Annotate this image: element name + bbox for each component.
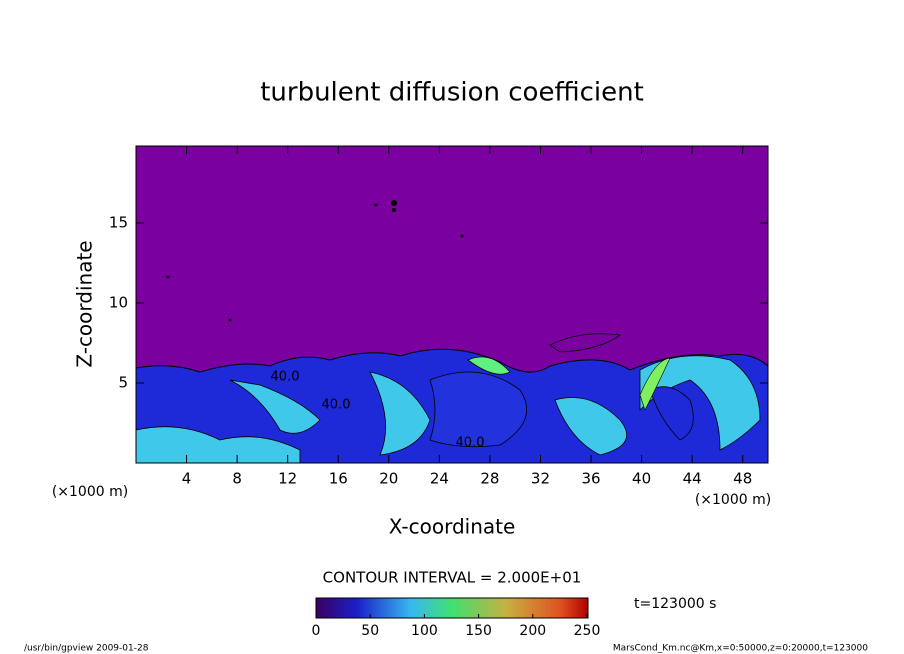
y-tick-label: 10: [109, 294, 128, 312]
x-tick-label: 32: [531, 470, 550, 488]
footer-right: MarsCond_Km.nc@Km,x=0:50000,z=0:20000,t=…: [613, 644, 868, 654]
x-tick-label: 28: [480, 470, 499, 488]
y-tick-label: 5: [118, 374, 128, 392]
time-label: t=123000 s: [634, 596, 716, 612]
colorbar: [315, 597, 589, 619]
y-axis-label: Z-coordinate: [73, 240, 97, 367]
x-tick-label: 16: [329, 470, 348, 488]
x-axis-label: X-coordinate: [389, 515, 516, 539]
x-tick-label: 44: [683, 470, 702, 488]
x-tick-label: 20: [379, 470, 398, 488]
x-tick-label: 36: [581, 470, 600, 488]
contour-label: 40.0: [271, 370, 300, 385]
colorbar-tick-label: 0: [312, 623, 321, 639]
colorbar-tick-label: 50: [361, 623, 379, 639]
plot-frame: [135, 145, 769, 464]
x-tick-label: 48: [733, 470, 752, 488]
x-tick-label: 4: [182, 470, 192, 488]
colorbar-tick-label: 250: [574, 623, 601, 639]
x-tick-label: 12: [278, 470, 297, 488]
colorbar-tick-label: 200: [519, 623, 546, 639]
x-tick-label: 24: [430, 470, 449, 488]
x-tick-label: 8: [232, 470, 242, 488]
x-unit-label: (×1000 m): [695, 492, 771, 508]
chart-title: turbulent diffusion coefficient: [260, 78, 644, 108]
y-tick-label: 15: [109, 214, 128, 232]
contour-label: 40.0: [456, 436, 485, 451]
contour-field: [136, 146, 768, 463]
footer-left: /usr/bin/gpview 2009-01-28: [24, 644, 149, 654]
colorbar-tick-label: 100: [411, 623, 438, 639]
x-tick-label: 40: [632, 470, 651, 488]
y-unit-label: (×1000 m): [52, 484, 128, 500]
contour-label: 40.0: [322, 398, 351, 413]
colorbar-tick-label: 150: [465, 623, 492, 639]
colorbar-title: CONTOUR INTERVAL = 2.000E+01: [323, 569, 582, 587]
